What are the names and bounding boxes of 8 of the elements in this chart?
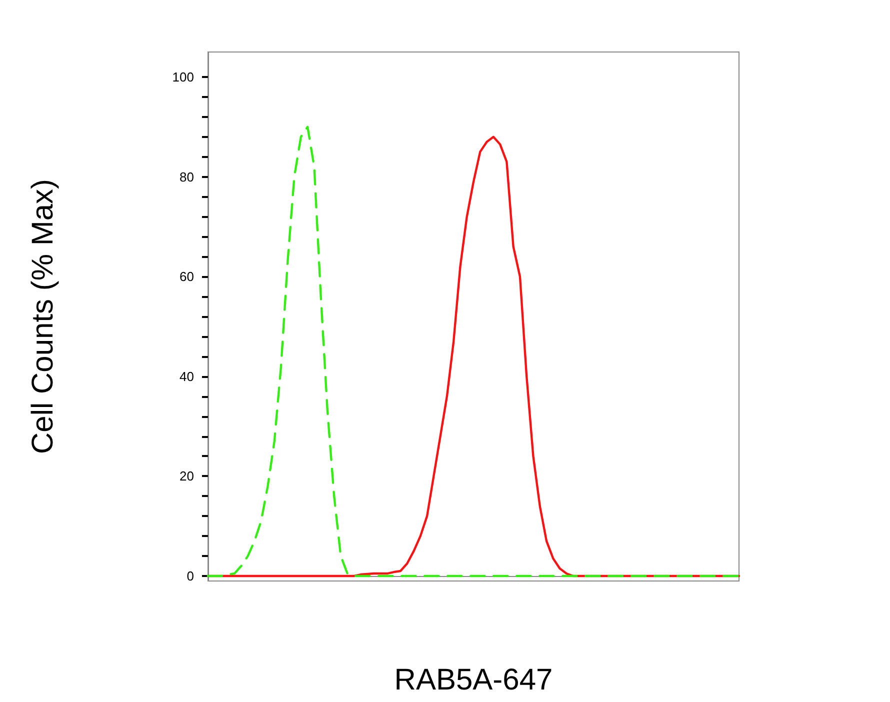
y-axis-title: Cell Counts (% Max) [26, 178, 60, 454]
y-tick-label: 0 [186, 568, 194, 584]
y-tick-label: 40 [180, 368, 194, 384]
y-tick-label: 100 [172, 69, 194, 84]
x-axis-title: RAB5A-647 [394, 664, 553, 696]
y-tick-label: 60 [180, 269, 194, 284]
y-tick-label: 20 [180, 468, 194, 484]
y-tick-label: 80 [180, 169, 194, 184]
